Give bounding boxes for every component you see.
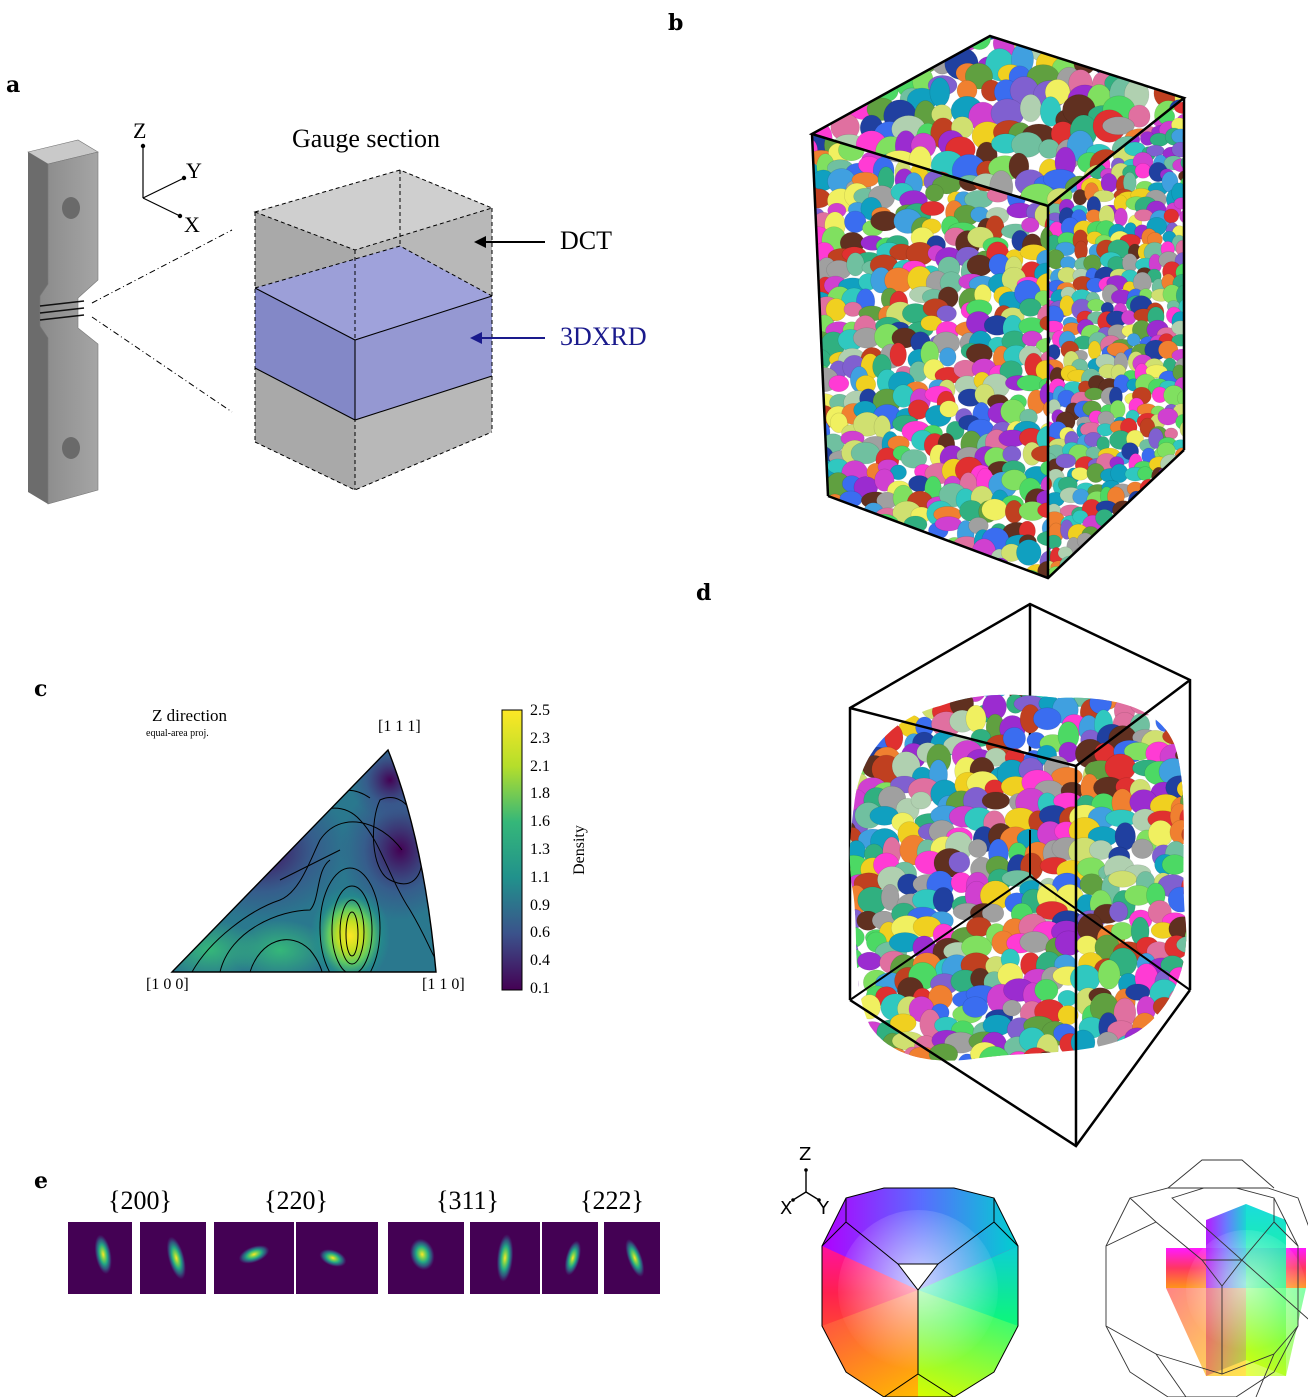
colorbar-tick: 0.9 — [530, 896, 550, 914]
colorbar-tick: 1.8 — [530, 785, 550, 803]
panel-c: Z direction equal-area proj. [1 1 1] [1 … — [140, 700, 620, 1010]
dogbone-specimen — [27, 139, 99, 505]
inverse-pole-figure — [170, 709, 523, 991]
colorbar-tick: 0.1 — [530, 980, 550, 997]
panel-label-a: a — [6, 72, 21, 98]
color-key-wireframe — [1105, 1159, 1308, 1397]
reflection-label-311: {311} — [436, 1186, 499, 1215]
ipf-title: Z direction — [152, 706, 228, 725]
color-key-shapes — [791, 1159, 1308, 1397]
corner-label-110: [1 1 0] — [422, 976, 465, 993]
colorbar-label: Density — [571, 825, 588, 875]
grain-map-front-face — [812, 134, 1048, 578]
panel-b — [800, 20, 1200, 590]
key-axis-x-label: X — [780, 1198, 793, 1219]
axis-z-label: Z — [133, 118, 147, 143]
xrd-label: 3DXRD — [560, 322, 647, 351]
colorbar-tick: 1.6 — [530, 813, 550, 831]
colorbar-tick: 1.3 — [530, 841, 550, 858]
corner-label-100: [1 0 0] — [146, 976, 189, 993]
colorbar-tick: 0.4 — [530, 952, 550, 970]
diffraction-spot — [238, 1245, 270, 1264]
corner-label-111: [1 1 1] — [378, 718, 421, 735]
gauge-box — [253, 169, 494, 491]
panel-label-b: b — [668, 10, 684, 36]
diffraction-spot — [319, 1249, 347, 1267]
color-key-solid — [821, 1187, 1019, 1397]
colorbar-ticks: 2.5 2.3 2.1 1.8 1.6 1.3 1.1 0.9 0.6 0.4 0.1 — [530, 700, 580, 1000]
dct-label: DCT — [560, 226, 612, 255]
grain-cluster — [849, 694, 1187, 1061]
diffraction-spot — [625, 1239, 645, 1277]
diffraction-spot-strip — [68, 1222, 660, 1294]
panel-a: Z Y X Gauge section DCT 3DXRD — [0, 100, 680, 520]
panel-label-e: e — [34, 1168, 48, 1194]
colorbar-tick: 0.6 — [530, 924, 550, 942]
key-axis-z-label: Z — [799, 1144, 812, 1165]
diffraction-spot — [166, 1236, 186, 1280]
dct-arrow — [474, 236, 545, 248]
colorbar-tick: 2.5 — [530, 702, 550, 719]
reflection-label-220: {220} — [264, 1186, 328, 1215]
diffraction-spot — [564, 1240, 582, 1276]
gauge-section-title: Gauge section — [292, 124, 441, 153]
reflection-label-200: {200} — [108, 1186, 172, 1215]
xrd-arrow — [470, 332, 545, 344]
colorbar-tick: 2.3 — [530, 729, 550, 747]
reflection-label-222: {222} — [580, 1186, 644, 1215]
dct-grain-map — [808, 34, 1187, 580]
panel-label-c: c — [34, 676, 48, 702]
diffraction-spot — [94, 1234, 112, 1275]
panel-d — [830, 596, 1210, 1156]
zoom-line-bottom — [91, 316, 233, 413]
key-axis-y-label: Y — [818, 1198, 829, 1219]
colorbar-tick: 2.1 — [530, 757, 550, 775]
specimen-diagram — [27, 139, 545, 505]
panel-label-d: d — [696, 580, 712, 606]
ipf-color-key: Z X Y — [776, 1140, 1308, 1397]
colorbar-tick: 1.1 — [530, 868, 550, 886]
colorbar — [501, 709, 523, 991]
axis-x-label: X — [184, 212, 200, 237]
zoom-line-top — [91, 229, 233, 304]
axis-triad — [142, 146, 185, 217]
panel-e: {200} {220} {311} {222} — [60, 1186, 670, 1296]
diffraction-spot — [496, 1234, 514, 1282]
3dxrd-grain-map — [848, 602, 1192, 1148]
diffraction-spot — [409, 1238, 435, 1271]
key-axis-triad — [792, 1170, 820, 1201]
ipf-subtitle: equal-area proj. — [146, 728, 209, 739]
axis-y-label: Y — [186, 158, 202, 183]
